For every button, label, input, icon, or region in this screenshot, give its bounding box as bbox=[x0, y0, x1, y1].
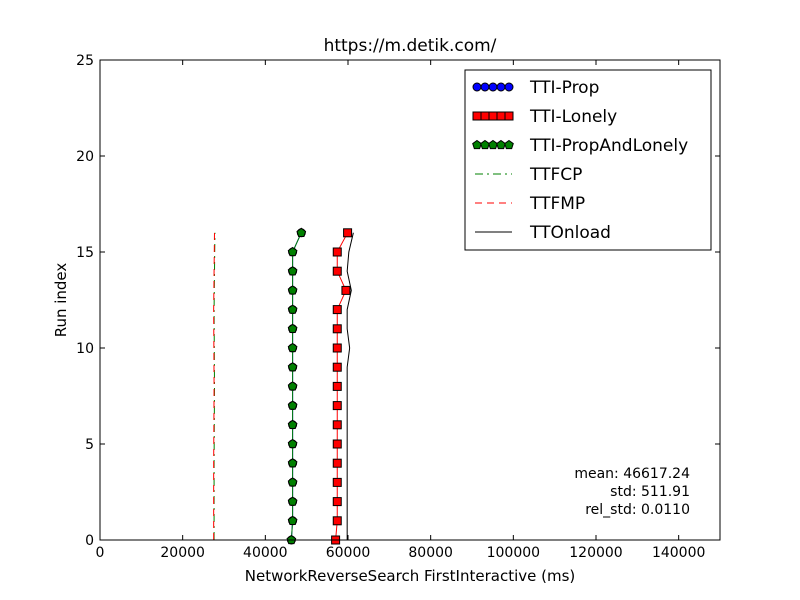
y-axis-label: Run index bbox=[52, 263, 70, 338]
x-tick-label: 60000 bbox=[326, 545, 371, 561]
data-point-tti-lonely bbox=[332, 458, 342, 468]
data-point-tti-lonely bbox=[332, 324, 342, 334]
legend-label: TTFCP bbox=[529, 165, 582, 185]
legend-marker bbox=[480, 139, 490, 150]
legend-marker bbox=[472, 111, 482, 121]
y-tick-label: 10 bbox=[76, 341, 94, 357]
data-point-tti-lonely bbox=[332, 439, 342, 449]
data-point-tti-propandlonely bbox=[287, 438, 298, 449]
legend-entry-ttonload: TTOnload bbox=[475, 223, 611, 243]
data-point-tti-propandlonely bbox=[287, 419, 298, 429]
data-point-tti-propandlonely bbox=[287, 342, 298, 353]
legend-marker bbox=[496, 139, 506, 150]
data-point-tti-lonely bbox=[332, 497, 342, 507]
legend-marker bbox=[488, 82, 498, 92]
legend-marker bbox=[488, 111, 498, 121]
y-tick-label: 5 bbox=[85, 437, 94, 453]
data-point-tti-propandlonely bbox=[287, 496, 298, 506]
plot-frame bbox=[99, 59, 721, 541]
legend-marker bbox=[504, 111, 514, 121]
data-point-tti-propandlonely bbox=[287, 400, 298, 410]
data-point-tti-propandlonely bbox=[287, 246, 298, 257]
series-tti-lonely bbox=[331, 228, 353, 545]
legend-marker bbox=[496, 82, 506, 92]
y-tick-label: 15 bbox=[76, 245, 94, 261]
data-point-tti-propandlonely bbox=[287, 458, 298, 468]
legend-label: TTI-Lonely bbox=[529, 107, 617, 127]
legend-marker bbox=[472, 139, 482, 150]
series-line-ttonload bbox=[346, 232, 354, 540]
x-tick-label: 0 bbox=[96, 545, 105, 561]
legend-label: TTFMP bbox=[529, 194, 585, 214]
x-tick-label: 40000 bbox=[243, 545, 288, 561]
x-tick-label: 20000 bbox=[160, 545, 205, 561]
stats-annotation: mean: 46617.24 bbox=[574, 466, 690, 482]
legend-entry-ttfcp: TTFCP bbox=[475, 165, 582, 185]
series-line-ttfcp bbox=[213, 232, 216, 540]
x-axis-label: NetworkReverseSearch FirstInteractive (m… bbox=[245, 567, 576, 585]
legend-marker bbox=[480, 111, 490, 121]
data-point-tti-propandlonely bbox=[287, 381, 298, 391]
data-point-tti-lonely bbox=[341, 285, 351, 295]
legend-entry-tti-prop: TTI-Prop bbox=[472, 78, 599, 98]
data-point-tti-propandlonely bbox=[287, 323, 298, 333]
chart-title: https://m.detik.com/ bbox=[324, 36, 497, 56]
legend-entry-tti-propandlonely: TTI-PropAndLonely bbox=[472, 136, 688, 156]
legend-label: TTOnload bbox=[529, 223, 611, 243]
data-point-tti-lonely bbox=[332, 305, 342, 315]
data-point-tti-propandlonely bbox=[287, 477, 298, 487]
data-point-tti-propandlonely bbox=[296, 227, 307, 237]
y-tick-label: 25 bbox=[76, 53, 94, 69]
legend-marker bbox=[504, 82, 514, 92]
x-tick-label: 140000 bbox=[652, 545, 705, 561]
data-point-tti-lonely bbox=[332, 420, 342, 430]
legend-entry-tti-lonely: TTI-Lonely bbox=[472, 107, 617, 127]
data-point-tti-lonely bbox=[332, 362, 342, 372]
data-point-tti-lonely bbox=[332, 516, 342, 526]
data-point-tti-lonely bbox=[332, 477, 342, 487]
data-point-tti-lonely bbox=[332, 381, 342, 391]
legend-marker bbox=[488, 139, 498, 150]
x-tick-label: 100000 bbox=[487, 545, 540, 561]
data-point-tti-lonely bbox=[332, 266, 342, 276]
series-line-ttfmp bbox=[213, 232, 215, 540]
legend-box bbox=[464, 69, 712, 251]
data-point-tti-propandlonely bbox=[287, 515, 298, 525]
legend-marker bbox=[496, 111, 506, 121]
data-point-tti-propandlonely bbox=[287, 362, 298, 372]
stats-annotation: std: 511.91 bbox=[610, 484, 690, 500]
legend-label: TTI-PropAndLonely bbox=[529, 136, 688, 156]
stats-annotation: rel_std: 0.0110 bbox=[585, 502, 690, 518]
series-tti-propandlonely bbox=[286, 227, 307, 545]
data-point-tti-lonely bbox=[332, 401, 342, 411]
series-ttfcp bbox=[213, 232, 216, 540]
data-point-tti-lonely bbox=[343, 228, 353, 238]
data-point-tti-propandlonely bbox=[287, 285, 298, 295]
legend-marker bbox=[472, 82, 482, 92]
legend-entry-ttfmp: TTFMP bbox=[475, 194, 585, 214]
y-tick-label: 0 bbox=[85, 533, 94, 549]
y-tick-label: 20 bbox=[76, 149, 94, 165]
x-tick-label: 120000 bbox=[569, 545, 622, 561]
legend-marker bbox=[504, 139, 514, 150]
data-point-tti-lonely bbox=[332, 247, 342, 257]
x-tick-label: 80000 bbox=[408, 545, 453, 561]
legend-marker bbox=[480, 82, 490, 92]
data-point-tti-propandlonely bbox=[287, 266, 298, 276]
data-point-tti-propandlonely bbox=[287, 304, 298, 314]
series-ttonload bbox=[346, 232, 354, 540]
legend-label: TTI-Prop bbox=[529, 78, 599, 98]
data-point-tti-lonely bbox=[332, 343, 342, 353]
series-ttfmp bbox=[213, 232, 215, 540]
